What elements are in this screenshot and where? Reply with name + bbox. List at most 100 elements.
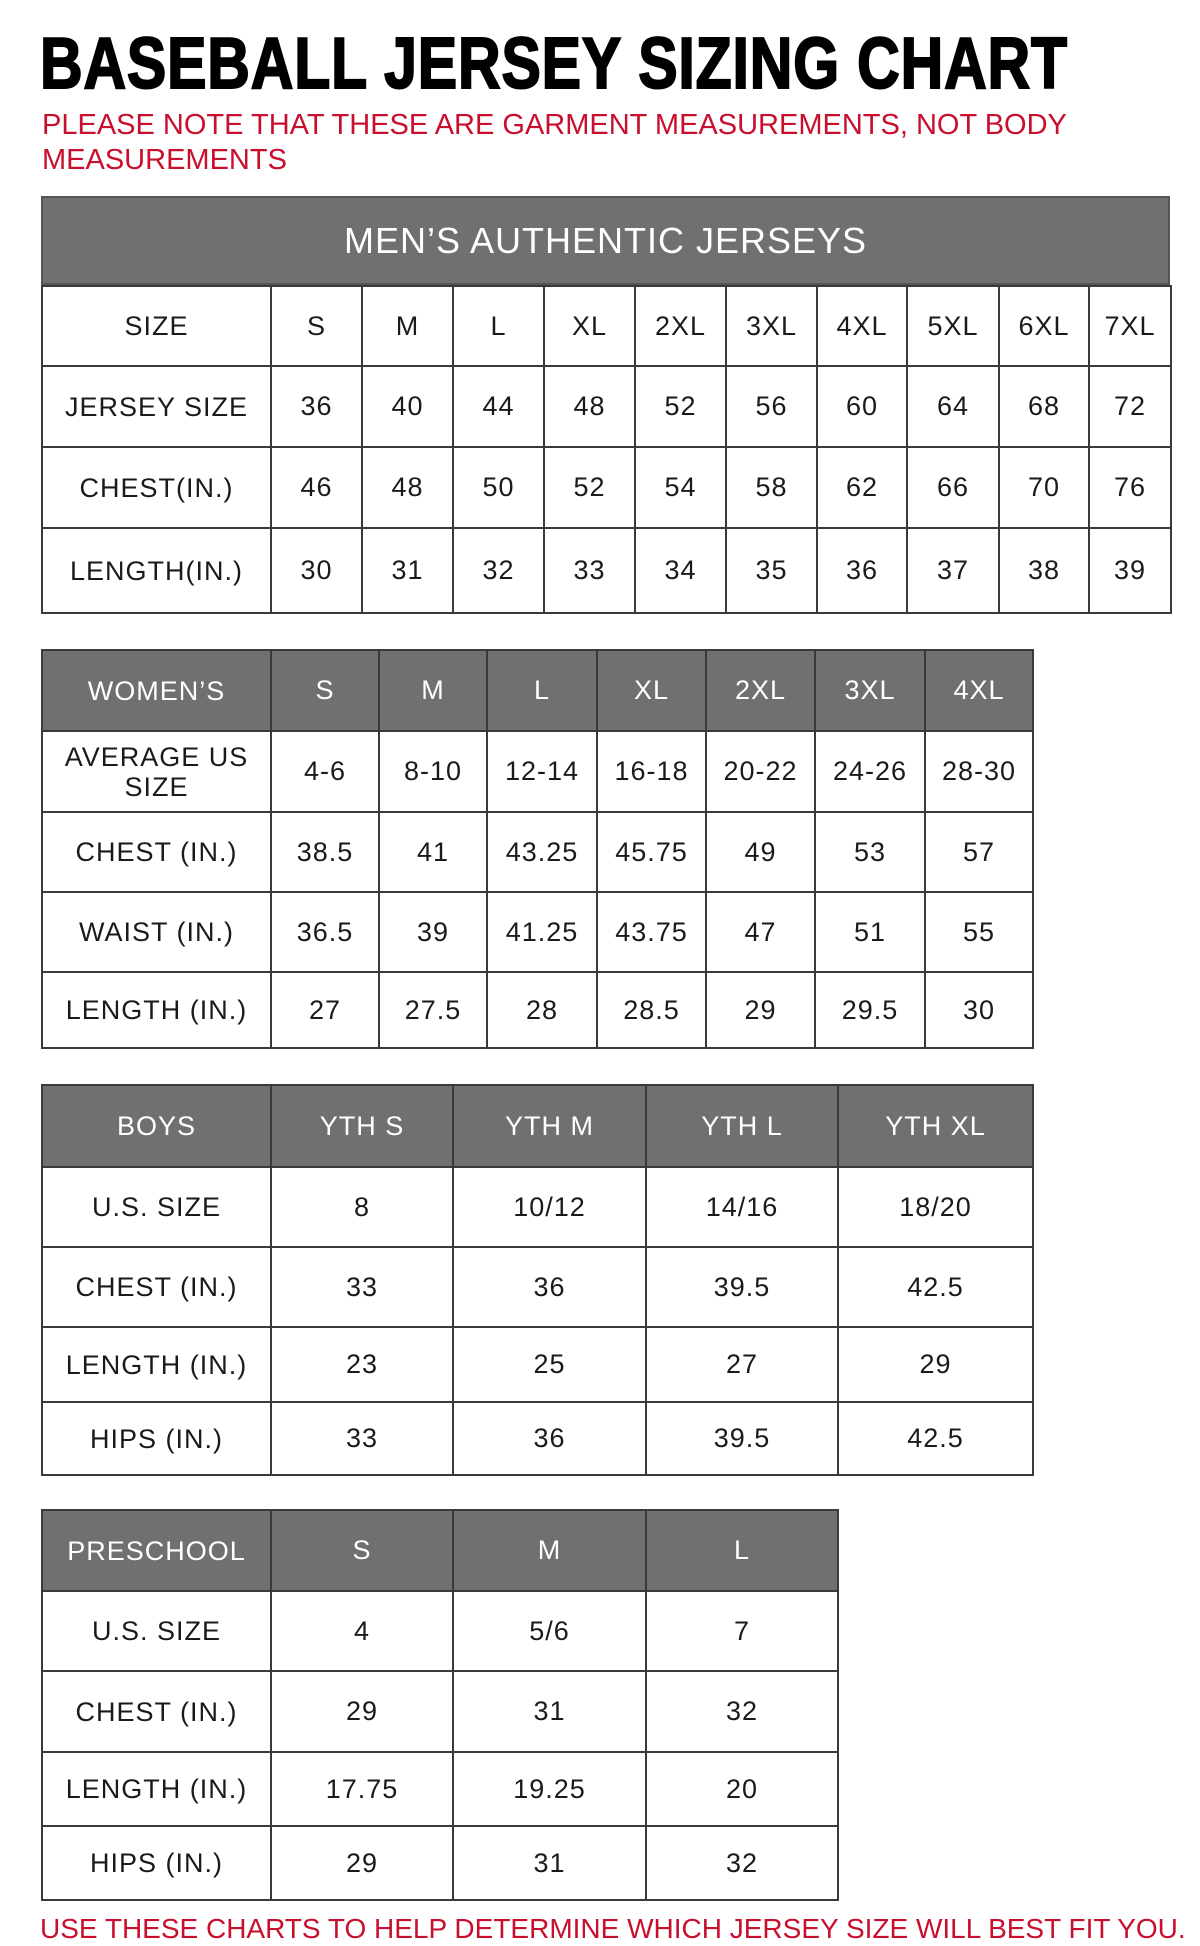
table-row: JERSEY SIZE 36 40 44 48 52 56 60 64 68 72 — [41, 365, 1172, 448]
table-cell: 54 — [634, 446, 727, 529]
row-label: JERSEY SIZE — [41, 365, 272, 448]
table-cell: 39 — [378, 891, 488, 973]
column-header: YTH M — [452, 1084, 647, 1168]
table-cell: 29.5 — [814, 971, 926, 1049]
table-cell: 52 — [634, 365, 727, 448]
table-cell: 70 — [998, 446, 1090, 529]
table-cell: 23 — [270, 1326, 454, 1403]
table-cell: 8-10 — [378, 730, 488, 813]
table-cell: 30 — [924, 971, 1034, 1049]
table-cell: 25 — [452, 1326, 647, 1403]
row-label: LENGTH (IN.) — [41, 1326, 272, 1403]
table-cell: 20 — [645, 1751, 839, 1827]
table-row: CHEST (IN.) 38.5 41 43.25 45.75 49 53 57 — [41, 811, 1034, 893]
table-cell: 29 — [270, 1670, 454, 1753]
table-cell: 5/6 — [452, 1590, 647, 1672]
table-cell: 10/12 — [452, 1166, 647, 1248]
column-header: XL — [596, 649, 707, 732]
table-cell: 66 — [906, 446, 1000, 529]
table-cell: 16-18 — [596, 730, 707, 813]
table-cell: 48 — [361, 446, 454, 529]
table-cell: 27 — [270, 971, 380, 1049]
table-cell: 30 — [270, 527, 363, 614]
table-cell: 32 — [452, 527, 545, 614]
table-row: CHEST (IN.) 33 36 39.5 42.5 — [41, 1246, 1034, 1328]
table-cell: 33 — [270, 1246, 454, 1328]
table-cell: 32 — [645, 1670, 839, 1753]
table-cell: 52 — [543, 446, 636, 529]
column-header: S — [270, 1509, 454, 1592]
column-header: L — [452, 285, 545, 367]
column-header: L — [486, 649, 598, 732]
column-header: M — [378, 649, 488, 732]
table-cell: 24-26 — [814, 730, 926, 813]
table-corner-label: BOYS — [41, 1084, 272, 1168]
column-header: 2XL — [634, 285, 727, 367]
table-cell: 47 — [705, 891, 816, 973]
row-label: U.S. SIZE — [41, 1590, 272, 1672]
garment-note: PLEASE NOTE THAT THESE ARE GARMENT MEASU… — [42, 109, 1067, 176]
table-cell: 4-6 — [270, 730, 380, 813]
table-cell: 33 — [270, 1401, 454, 1476]
table-cell: 29 — [705, 971, 816, 1049]
table-cell: 55 — [924, 891, 1034, 973]
table-row: LENGTH(IN.) 30 31 32 33 34 35 36 37 38 39 — [41, 527, 1172, 614]
table-cell: 43.25 — [486, 811, 598, 893]
column-header: YTH S — [270, 1084, 454, 1168]
page-title: BASEBALL JERSEY SIZING CHART — [39, 24, 1068, 104]
table-cell: 12-14 — [486, 730, 598, 813]
table-cell: 17.75 — [270, 1751, 454, 1827]
row-label: WAIST (IN.) — [41, 891, 272, 973]
table-cell: 43.75 — [596, 891, 707, 973]
table-cell: 48 — [543, 365, 636, 448]
row-label: U.S. SIZE — [41, 1166, 272, 1248]
table-cell: 41 — [378, 811, 488, 893]
table-cell: 7 — [645, 1590, 839, 1672]
footer-note: USE THESE CHARTS TO HELP DETERMINE WHICH… — [40, 1913, 1186, 1944]
table-corner-label: SIZE — [41, 285, 272, 367]
row-label: HIPS (IN.) — [41, 1825, 272, 1901]
column-header: 5XL — [906, 285, 1000, 367]
row-label: CHEST(IN.) — [41, 446, 272, 529]
boys-size-table: BOYS YTH S YTH M YTH L YTH XL U.S. SIZE 8 10/12… — [41, 1084, 1034, 1476]
table-header-row: BOYS YTH S YTH M YTH L YTH XL — [41, 1084, 1034, 1168]
column-header: 4XL — [816, 285, 908, 367]
table-cell: 68 — [998, 365, 1090, 448]
table-corner-label: PRESCHOOL — [41, 1509, 272, 1592]
row-label: LENGTH(IN.) — [41, 527, 272, 614]
table-cell: 36.5 — [270, 891, 380, 973]
column-header: 4XL — [924, 649, 1034, 732]
column-header: S — [270, 285, 363, 367]
table-cell: 18/20 — [837, 1166, 1034, 1248]
table-cell: 60 — [816, 365, 908, 448]
column-header: 3XL — [814, 649, 926, 732]
mens-size-table: SIZE S M L XL 2XL 3XL 4XL 5XL 6XL 7XL JERSEY SIZE 36… — [41, 285, 1172, 614]
table-cell: 31 — [452, 1670, 647, 1753]
table-cell: 42.5 — [837, 1401, 1034, 1476]
row-label: CHEST (IN.) — [41, 811, 272, 893]
table-header-row: PRESCHOOL S M L — [41, 1509, 839, 1592]
table-cell: 29 — [837, 1326, 1034, 1403]
column-header: XL — [543, 285, 636, 367]
table-cell: 50 — [452, 446, 545, 529]
table-cell: 27 — [645, 1326, 839, 1403]
table-cell: 36 — [270, 365, 363, 448]
table-cell: 32 — [645, 1825, 839, 1901]
table-cell: 76 — [1088, 446, 1172, 529]
womens-size-table: WOMEN’S S M L XL 2XL 3XL 4XL AVERAGE US SIZE 4-6 8… — [41, 649, 1034, 1049]
table-cell: 29 — [270, 1825, 454, 1901]
table-cell: 45.75 — [596, 811, 707, 893]
column-header: 3XL — [725, 285, 818, 367]
table-cell: 62 — [816, 446, 908, 529]
column-header: YTH XL — [837, 1084, 1034, 1168]
table-row: U.S. SIZE 8 10/12 14/16 18/20 — [41, 1166, 1034, 1248]
column-header: S — [270, 649, 380, 732]
table-cell: 41.25 — [486, 891, 598, 973]
table-cell: 56 — [725, 365, 818, 448]
table-header-row: SIZE S M L XL 2XL 3XL 4XL 5XL 6XL 7XL — [41, 285, 1172, 367]
table-cell: 31 — [361, 527, 454, 614]
table-cell: 31 — [452, 1825, 647, 1901]
table-cell: 57 — [924, 811, 1034, 893]
table-cell: 8 — [270, 1166, 454, 1248]
table-cell: 35 — [725, 527, 818, 614]
